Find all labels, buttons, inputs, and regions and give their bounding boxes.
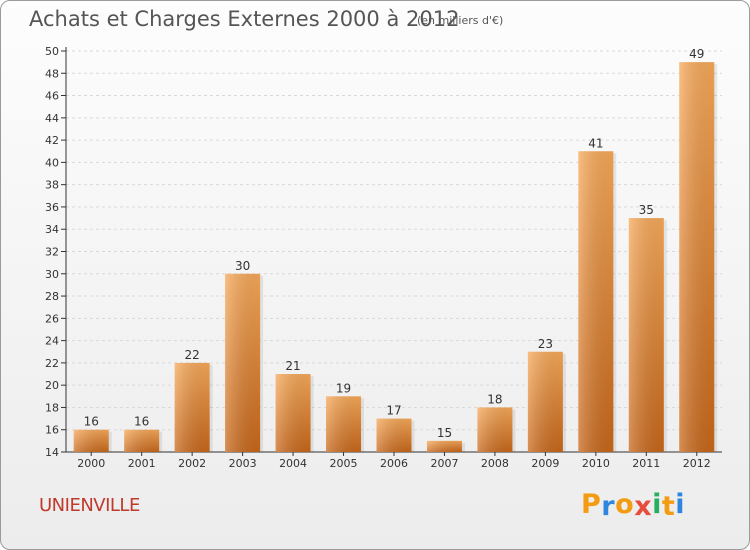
y-tick-label: 36 <box>45 201 59 214</box>
y-tick-label: 34 <box>45 223 59 236</box>
data-label: 35 <box>639 203 654 217</box>
y-tick-label: 24 <box>45 335 59 348</box>
town-name: UNIENVILLE <box>39 495 140 516</box>
proxiti-logo[interactable]: Proxiti <box>581 489 686 522</box>
bar-highlight <box>527 351 563 452</box>
bar-highlight <box>426 440 462 452</box>
logo-letter: x <box>634 491 653 522</box>
x-tick-label: 2009 <box>531 457 559 470</box>
y-tick-label: 50 <box>45 45 59 58</box>
bar-highlight <box>275 374 311 452</box>
data-label: 41 <box>588 136 603 150</box>
bar-highlight <box>477 407 513 452</box>
y-tick-label: 26 <box>45 312 59 325</box>
bar-highlight <box>73 429 109 452</box>
x-tick-label: 2001 <box>128 457 156 470</box>
data-label: 30 <box>235 259 250 273</box>
chart-title: Achats et Charges Externes 2000 à 2012 <box>29 7 460 31</box>
logo-letter: i <box>675 489 686 520</box>
logo-letter: P <box>581 489 602 520</box>
logo-letter: o <box>615 489 635 520</box>
bar-highlight <box>578 151 614 452</box>
bar-highlight <box>376 418 412 452</box>
x-tick-label: 2003 <box>229 457 257 470</box>
y-tick-label: 20 <box>45 379 59 392</box>
x-tick-label: 2005 <box>330 457 358 470</box>
y-tick-label: 28 <box>45 290 59 303</box>
logo-letter: i <box>652 489 662 520</box>
y-tick-label: 46 <box>45 90 59 103</box>
x-tick-label: 2006 <box>380 457 408 470</box>
data-label: 17 <box>386 404 401 418</box>
data-label: 49 <box>689 47 704 61</box>
y-tick-label: 40 <box>45 156 59 169</box>
data-label: 22 <box>185 348 200 362</box>
data-label: 16 <box>134 415 149 429</box>
x-tick-label: 2008 <box>481 457 509 470</box>
x-tick-label: 2000 <box>77 457 105 470</box>
y-tick-label: 42 <box>45 134 59 147</box>
bar-highlight <box>628 218 664 452</box>
y-tick-label: 44 <box>45 112 59 125</box>
bar-highlight <box>679 62 715 453</box>
chart-subtitle: (en milliers d'€) <box>417 14 504 27</box>
x-tick-label: 2004 <box>279 457 307 470</box>
data-label: 15 <box>437 426 452 440</box>
y-tick-label: 30 <box>45 268 59 281</box>
y-tick-label: 22 <box>45 357 59 370</box>
data-label: 16 <box>84 415 99 429</box>
y-tick-label: 18 <box>45 401 59 414</box>
y-tick-label: 32 <box>45 246 59 259</box>
logo-letter: r <box>601 491 616 522</box>
bar-highlight <box>326 396 362 452</box>
bar-highlight <box>174 362 210 452</box>
x-tick-label: 2007 <box>430 457 458 470</box>
y-tick-label: 48 <box>45 67 59 80</box>
logo-letter: t <box>661 491 676 522</box>
y-tick-label: 38 <box>45 179 59 192</box>
bar-highlight <box>124 429 160 452</box>
x-tick-label: 2012 <box>683 457 711 470</box>
x-tick-label: 2010 <box>582 457 610 470</box>
y-tick-label: 14 <box>45 446 59 459</box>
data-label: 19 <box>336 381 351 395</box>
data-label: 23 <box>538 337 553 351</box>
x-tick-label: 2002 <box>178 457 206 470</box>
data-label: 21 <box>285 359 300 373</box>
data-label: 18 <box>487 392 502 406</box>
x-tick-label: 2011 <box>632 457 660 470</box>
y-tick-label: 16 <box>45 424 59 437</box>
bar-highlight <box>225 273 261 452</box>
